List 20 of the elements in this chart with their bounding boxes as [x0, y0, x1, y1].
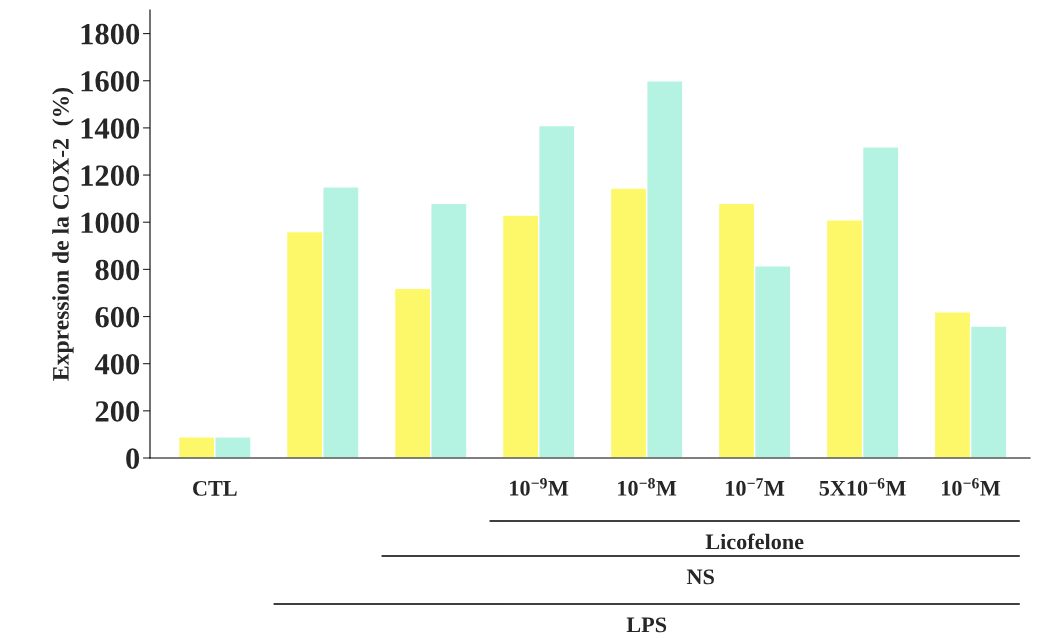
y-axis-title: Expression de la COX-2 (%): [52, 88, 74, 381]
y-tick-label: 1200: [81, 165, 140, 186]
text: NS: [686, 569, 714, 585]
x-tick-label: CTL: [193, 480, 237, 496]
y-tick-label: 400: [94, 353, 140, 375]
y-tick-label: 1000: [81, 212, 140, 234]
x-tick-label: 10$^{−8}$M: [618, 478, 677, 496]
y-tick-label: 0: [126, 448, 140, 469]
text: Licofelone: [705, 533, 804, 550]
y-tick-label: 1600: [81, 71, 140, 92]
y-tick-label: 1800: [81, 23, 140, 45]
y-tick-label: 1400: [81, 118, 140, 139]
y-tick-label: 800: [95, 259, 140, 281]
x-tick-label: 10$^{−7}$M: [726, 478, 785, 496]
y-tick-label: 600: [95, 306, 140, 328]
text: LPS: [626, 617, 667, 633]
x-tick-label: 10$^{−6}$M: [942, 478, 1001, 496]
x-tick-label: 5X10$^{−6}$M: [819, 478, 906, 496]
x-tick-label: 10$^{−9}$M: [510, 478, 569, 496]
y-tick-label: 200: [95, 401, 140, 422]
